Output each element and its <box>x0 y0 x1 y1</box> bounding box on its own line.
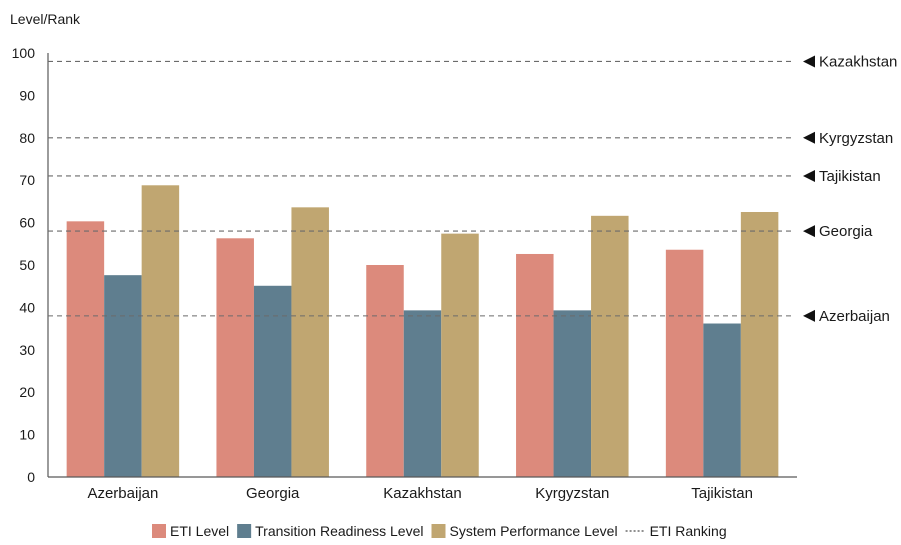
y-tick-label: 0 <box>27 469 35 485</box>
bar-eti-level-tajikistan <box>665 249 704 477</box>
ranking-label: Kazakhstan <box>819 53 897 70</box>
bar-transition-readiness-level-georgia <box>253 285 292 477</box>
x-tick-label: Kyrgyzstan <box>535 485 609 502</box>
legend-swatch <box>152 524 166 538</box>
bar-eti-level-georgia <box>216 238 254 477</box>
legend-swatch <box>431 524 446 538</box>
x-tick-label: Georgia <box>246 485 300 502</box>
y-axis-title: Level/Rank <box>10 11 81 27</box>
ranking-label: Azerbaijan <box>819 308 890 325</box>
y-tick-label: 80 <box>19 130 35 146</box>
legend: ETI Level Transition Readiness Level Syste… <box>152 523 727 539</box>
ranking-marker-icon <box>803 131 815 144</box>
bars <box>48 185 797 478</box>
legend-label: ETI Level <box>170 523 229 539</box>
ranking-label: Tajikistan <box>819 168 881 185</box>
y-tick-label: 90 <box>19 87 35 103</box>
bar-transition-readiness-level-tajikistan <box>703 323 741 477</box>
ranking-marker-icon <box>803 169 815 182</box>
legend-label: ETI Ranking <box>650 523 727 539</box>
bar-system-performance-level-tajikistan <box>740 212 779 477</box>
ranking-label: Georgia <box>819 223 873 240</box>
bar-eti-level-kazakhstan <box>366 265 404 477</box>
bar-eti-level-kyrgyzstan <box>516 253 554 477</box>
y-axis: 0 10 20 30 40 50 60 70 80 90 100 <box>12 45 49 485</box>
ranking-label: Kyrgyzstan <box>819 130 893 147</box>
ranking-marker-icon <box>803 225 815 238</box>
x-tick-label: Azerbaijan <box>87 485 158 502</box>
ranking-marker-icon <box>803 309 815 322</box>
y-tick-label: 30 <box>19 342 35 358</box>
y-tick-label: 50 <box>19 257 35 273</box>
legend-label: System Performance Level <box>450 523 618 539</box>
legend-label: Transition Readiness Level <box>255 523 423 539</box>
bar-system-performance-level-georgia <box>291 207 329 477</box>
y-tick-label: 100 <box>12 45 36 61</box>
y-tick-label: 70 <box>19 172 35 188</box>
bar-system-performance-level-kazakhstan <box>441 233 479 477</box>
x-axis: Azerbaijan Georgia Kazakhstan Kyrgyzstan Taj… <box>87 485 752 502</box>
bar-transition-readiness-level-kyrgyzstan <box>553 310 592 477</box>
bar-system-performance-level-kyrgyzstan <box>591 215 629 478</box>
y-tick-label: 20 <box>19 384 35 400</box>
ranking-marker-icon <box>803 55 815 68</box>
ranking-lines: Kazakhstan Kyrgyzstan Tajikistan Georgia Aze… <box>48 53 897 325</box>
x-tick-label: Kazakhstan <box>383 485 461 502</box>
legend-swatch <box>237 524 252 538</box>
bar-transition-readiness-level-kazakhstan <box>403 310 442 477</box>
y-tick-label: 60 <box>19 215 35 231</box>
x-tick-label: Tajikistan <box>691 485 753 502</box>
bar-system-performance-level-azerbaijan <box>141 185 180 477</box>
y-tick-label: 40 <box>19 299 35 315</box>
bar-transition-readiness-level-azerbaijan <box>104 275 142 477</box>
bar-eti-level-azerbaijan <box>66 221 105 477</box>
y-tick-label: 10 <box>19 427 35 443</box>
